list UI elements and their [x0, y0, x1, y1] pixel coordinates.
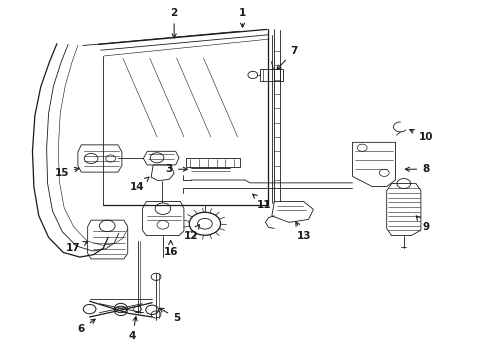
- Text: 14: 14: [130, 177, 149, 192]
- Text: 7: 7: [277, 46, 297, 69]
- Text: 8: 8: [405, 164, 429, 174]
- Text: 17: 17: [66, 242, 88, 253]
- Text: 16: 16: [164, 240, 178, 257]
- Text: 5: 5: [159, 308, 180, 323]
- Text: 13: 13: [296, 222, 311, 240]
- Text: 11: 11: [253, 194, 272, 210]
- Text: 4: 4: [129, 316, 137, 341]
- Text: 9: 9: [416, 216, 429, 231]
- Text: 15: 15: [54, 167, 79, 178]
- Text: 6: 6: [78, 319, 95, 334]
- Text: 12: 12: [184, 225, 199, 240]
- Text: 1: 1: [239, 8, 246, 27]
- Text: 3: 3: [166, 164, 187, 174]
- Text: 10: 10: [410, 130, 433, 142]
- Text: 2: 2: [171, 8, 178, 38]
